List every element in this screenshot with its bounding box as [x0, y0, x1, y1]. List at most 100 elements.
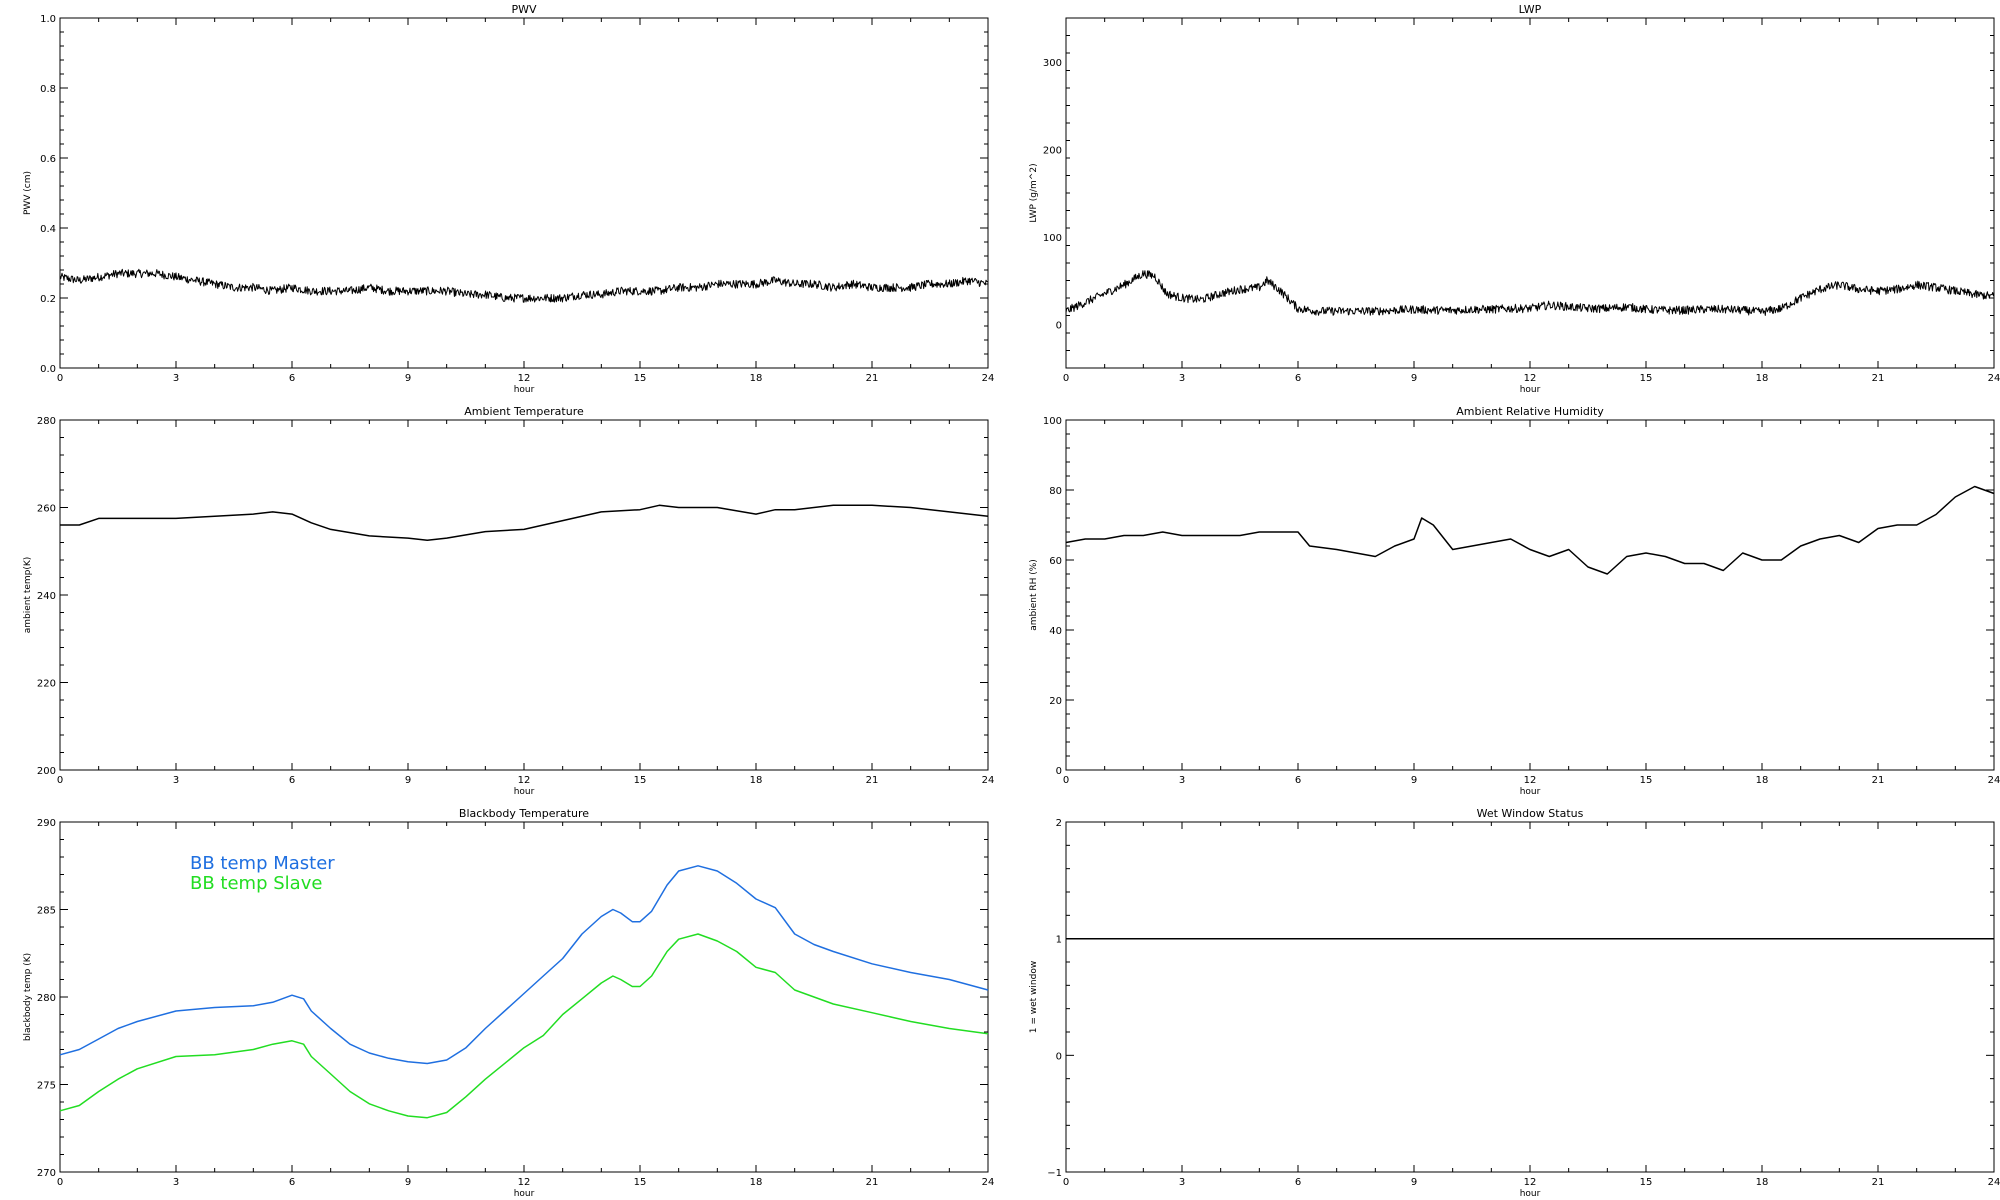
y-tick-label: 0 — [1056, 1051, 1062, 1062]
x-tick-label: 12 — [518, 775, 531, 786]
panel-lwp: LWP 0 3 6 9 12 15 18 21 24 hour 0 100 200 300 LWP (g/m^… — [1029, 3, 2000, 395]
y-tick-label: 1.0 — [40, 14, 56, 25]
x-tick-label: 9 — [1411, 373, 1417, 384]
y-axis-label: ambient temp(K) — [23, 557, 33, 634]
series-line-0 — [1065, 270, 1995, 316]
x-tick-label: 18 — [750, 373, 763, 384]
x-tick-label: 6 — [1295, 775, 1301, 786]
panel-pwv: PWV 0 3 6 9 12 15 18 21 24 hour 0.0 0.2 0.4 0.6 0.8 1.0 P… — [23, 3, 994, 395]
chart-title: Blackbody Temperature — [459, 807, 589, 820]
chart-title: Ambient Temperature — [464, 405, 584, 418]
legend-entry: BB temp Slave — [190, 873, 322, 894]
series-line-0 — [1065, 485, 1995, 575]
chart-title: LWP — [1519, 3, 1542, 16]
y-tick-label: 260 — [37, 504, 56, 515]
x-axis-label: hour — [514, 385, 535, 395]
y-tick-label: 80 — [1049, 486, 1062, 497]
y-tick-label: 280 — [37, 416, 56, 427]
y-tick-label: 280 — [37, 993, 56, 1004]
x-tick-label: 21 — [1872, 775, 1885, 786]
x-tick-label: 12 — [1524, 1177, 1537, 1188]
y-tick-label: 290 — [37, 818, 56, 829]
x-tick-label: 18 — [1756, 775, 1769, 786]
y-axis-label: PWV (cm) — [23, 171, 33, 215]
y-tick-label: 270 — [37, 1168, 56, 1179]
x-tick-label: 18 — [1756, 1177, 1769, 1188]
x-axis-label: hour — [514, 787, 535, 797]
x-tick-label: 6 — [289, 775, 295, 786]
y-tick-label: 200 — [1043, 145, 1062, 156]
x-tick-label: 24 — [982, 775, 995, 786]
series-line-0 — [59, 268, 989, 303]
y-axis-label: ambient RH (%) — [1029, 559, 1039, 631]
x-tick-label: 15 — [634, 1177, 647, 1188]
y-tick-label: 220 — [37, 679, 56, 690]
x-axis-label: hour — [1520, 1189, 1541, 1199]
x-axis-label: hour — [1520, 787, 1541, 797]
series-line-1 — [59, 933, 989, 1119]
plot-frame — [1065, 419, 1995, 771]
x-tick-label: 21 — [1872, 373, 1885, 384]
x-tick-label: 6 — [289, 373, 295, 384]
x-tick-label: 6 — [1295, 373, 1301, 384]
x-tick-label: 21 — [1872, 1177, 1885, 1188]
x-tick-label: 0 — [1063, 373, 1069, 384]
y-tick-label: 0.2 — [40, 294, 56, 305]
chart-title: Ambient Relative Humidity — [1456, 405, 1604, 418]
x-tick-label: 0 — [57, 373, 63, 384]
x-tick-label: 18 — [1756, 373, 1769, 384]
x-tick-label: 24 — [1988, 775, 2000, 786]
x-tick-label: 15 — [1640, 775, 1653, 786]
y-tick-label: 0.8 — [40, 84, 56, 95]
panel-ambient_rh: Ambient Relative Humidity 0 3 6 9 12 15 18 21 24 h… — [1029, 405, 2000, 797]
x-tick-label: 15 — [634, 775, 647, 786]
chart-title: PWV — [511, 3, 537, 16]
y-tick-label: −1 — [1047, 1168, 1062, 1179]
x-tick-label: 9 — [405, 373, 411, 384]
x-tick-label: 15 — [1640, 373, 1653, 384]
x-tick-label: 18 — [750, 775, 763, 786]
y-tick-label: 100 — [1043, 233, 1062, 244]
y-tick-label: 300 — [1043, 58, 1062, 69]
x-axis-label: hour — [514, 1189, 535, 1199]
y-tick-label: 60 — [1049, 556, 1062, 567]
series-line-0 — [60, 504, 989, 542]
x-tick-label: 24 — [1988, 1177, 2000, 1188]
x-tick-label: 6 — [289, 1177, 295, 1188]
x-tick-label: 21 — [866, 1177, 879, 1188]
series-line-0 — [59, 865, 989, 1065]
x-tick-label: 18 — [750, 1177, 763, 1188]
y-tick-label: 240 — [37, 591, 56, 602]
y-tick-label: 0.4 — [40, 224, 56, 235]
x-tick-label: 3 — [173, 775, 179, 786]
legend-entry: BB temp Master — [190, 853, 335, 874]
x-tick-label: 0 — [57, 775, 63, 786]
plot-frame — [59, 419, 989, 771]
y-tick-label: 40 — [1049, 626, 1062, 637]
y-tick-label: 2 — [1056, 818, 1062, 829]
plot-frame — [1065, 17, 1995, 369]
x-tick-label: 3 — [1179, 1177, 1185, 1188]
x-tick-label: 0 — [1063, 1177, 1069, 1188]
x-tick-label: 9 — [405, 1177, 411, 1188]
x-tick-label: 3 — [1179, 775, 1185, 786]
y-tick-label: 0 — [1056, 766, 1062, 777]
x-tick-label: 3 — [173, 373, 179, 384]
x-tick-label: 12 — [518, 373, 531, 384]
y-tick-label: 285 — [37, 906, 56, 917]
y-tick-label: 0.6 — [40, 154, 56, 165]
x-tick-label: 9 — [405, 775, 411, 786]
y-axis-label: blackbody temp (K) — [23, 953, 33, 1041]
y-tick-label: 0 — [1056, 320, 1062, 331]
y-axis-label: LWP (g/m^2) — [1029, 163, 1039, 222]
x-tick-label: 0 — [57, 1177, 63, 1188]
x-tick-label: 9 — [1411, 775, 1417, 786]
x-tick-label: 3 — [173, 1177, 179, 1188]
panel-ambient_temp: Ambient Temperature 0 3 6 9 12 15 18 21 24 hour 200… — [23, 405, 994, 797]
y-tick-label: 1 — [1056, 935, 1062, 946]
x-tick-label: 9 — [1411, 1177, 1417, 1188]
x-tick-label: 3 — [1179, 373, 1185, 384]
x-tick-label: 15 — [634, 373, 647, 384]
